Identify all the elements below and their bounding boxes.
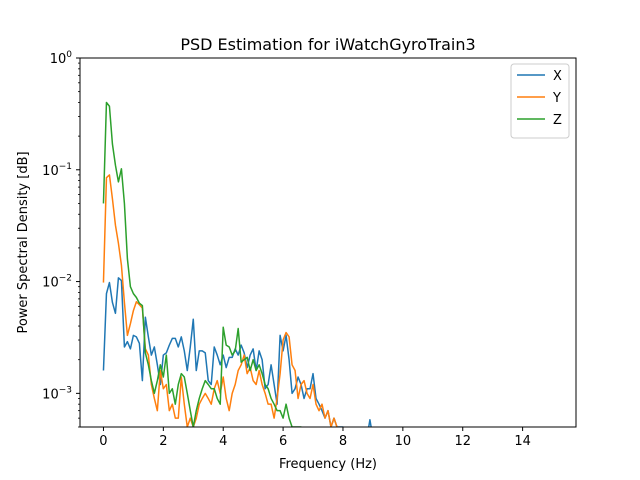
x-tick-label: 10 (395, 434, 412, 449)
x-tick-label: 8 (339, 434, 347, 449)
plot-frame (79, 57, 577, 428)
x-tick-label: 12 (454, 434, 471, 449)
chart-title: PSD Estimation for iWatchGyroTrain3 (180, 35, 475, 54)
y-tick-label: 10−3 (42, 385, 72, 402)
x-axis-title: Frequency (Hz) (279, 457, 377, 472)
legend: XYZ (510, 63, 570, 139)
x-tick-label: 2 (159, 434, 167, 449)
series-line-z (102, 101, 302, 427)
legend-label-x: X (553, 69, 562, 84)
legend-label-z: Z (553, 113, 562, 128)
y-axis: 10−3 10−2 10−1 100 (42, 50, 80, 428)
y-tick-label: 10−1 (42, 162, 72, 179)
y-tick-label: 10−2 (42, 274, 72, 291)
x-tick-label: 4 (219, 434, 227, 449)
series-layer (102, 101, 372, 427)
x-tick-label: 14 (514, 434, 531, 449)
legend-label-y: Y (552, 91, 561, 106)
x-tick-label: 0 (99, 434, 107, 449)
x-tick-label: 6 (279, 434, 287, 449)
x-axis: 0 2 4 6 8 10 12 14 (99, 427, 531, 449)
y-tick-label: 100 (50, 50, 73, 67)
y-axis-title: Power Spectral Density [dB] (16, 151, 31, 333)
